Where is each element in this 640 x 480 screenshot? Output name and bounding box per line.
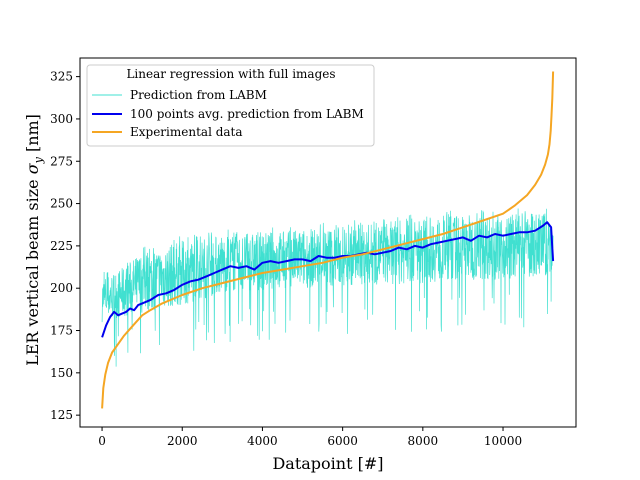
x-tick-label: 2000 xyxy=(167,434,198,448)
axes: 0 2000 4000 6000 8000 10000 125 150 175 200 225 250… xyxy=(50,57,577,448)
y-tick-label: 175 xyxy=(50,324,73,338)
y-tick-label: 150 xyxy=(50,366,73,380)
legend: Linear regression with full images Predi… xyxy=(86,64,375,147)
y-axis-label-symbol: σ xyxy=(23,162,42,174)
y-tick-label: 300 xyxy=(50,112,73,126)
y-axis-label-prefix: LER vertical beam size xyxy=(23,174,42,366)
y-axis-label-suffix: [nm] xyxy=(23,114,42,157)
y-tick-label: 275 xyxy=(50,154,73,168)
y-tick-label: 250 xyxy=(50,197,73,211)
series-prediction-line xyxy=(101,208,554,367)
legend-label-experimental: Experimental data xyxy=(130,125,243,139)
axes-frame xyxy=(79,57,577,428)
y-tick-label: 325 xyxy=(50,70,73,84)
y-axis-label: LER vertical beam size σy [nm] xyxy=(23,114,45,366)
y-tick-label: 200 xyxy=(50,281,73,295)
legend-box xyxy=(86,64,375,147)
x-tick-label: 4000 xyxy=(247,434,278,448)
y-axis-label-subscript: y xyxy=(32,156,45,164)
series-average-line xyxy=(101,221,555,338)
legend-title: Linear regression with full images xyxy=(126,67,335,81)
x-tick-label: 10000 xyxy=(484,434,522,448)
plot-area xyxy=(101,71,555,409)
series-experimental-line xyxy=(101,71,555,409)
x-tick-label: 6000 xyxy=(327,434,358,448)
x-axis-label: Datapoint [#] xyxy=(272,454,383,473)
x-tick-label: 0 xyxy=(98,434,106,448)
y-tick-label: 125 xyxy=(50,408,73,422)
legend-label-average: 100 points avg. prediction from LABM xyxy=(130,107,364,121)
legend-label-prediction: Prediction from LABM xyxy=(130,88,267,102)
x-tick-label: 8000 xyxy=(408,434,439,448)
y-tick-label: 225 xyxy=(50,239,73,253)
